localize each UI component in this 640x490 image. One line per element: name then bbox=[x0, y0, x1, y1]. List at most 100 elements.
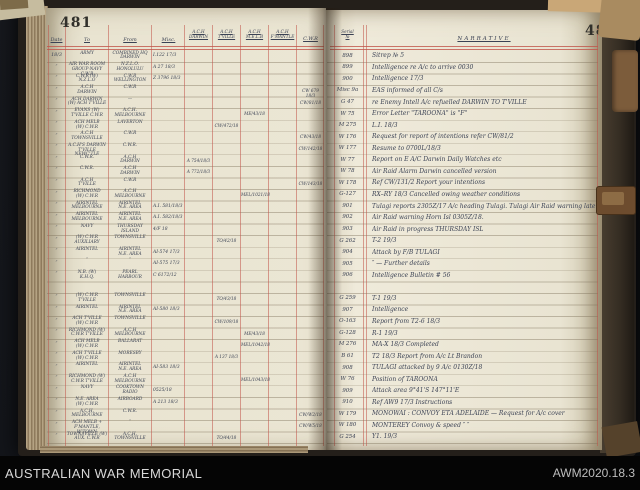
cell-from: AIRINTEL N.E. AREA bbox=[118, 212, 142, 222]
right-page bbox=[326, 10, 602, 450]
cell-date: ″ bbox=[55, 318, 58, 324]
cell-to: ACH T'VILLE (W) C.W.R bbox=[72, 350, 102, 361]
cell-date: ″ bbox=[55, 64, 58, 70]
page-gutter bbox=[308, 8, 342, 450]
cell-to: C.W.R. bbox=[79, 166, 95, 172]
cell-serial: 908 bbox=[342, 364, 353, 371]
cell-misc: A.I. 582/18/3 bbox=[153, 215, 183, 221]
cell-from: ″ bbox=[129, 258, 131, 264]
cell-to: A.C.H TOWNSVILLE bbox=[71, 131, 103, 142]
cell-from: BALLARAT bbox=[117, 339, 143, 345]
cell-narrative: T2 18/3 Report from A/c Lt Brandon bbox=[372, 352, 483, 360]
cell-ach-melb: MEL/1043/18 bbox=[241, 376, 270, 382]
cell-from: MORESBY bbox=[118, 350, 142, 356]
cell-serial: 902 bbox=[342, 214, 353, 221]
cell-from: A.C.H MELBOURNE bbox=[114, 327, 146, 338]
ledger-row: ″ ACH T'VILLE (W) C.W.R TOWNSVILLE CW/10… bbox=[0, 316, 640, 329]
cell-to: A.C.H. MELBOURNE bbox=[71, 408, 103, 419]
cell-to: (W) C.W.R T'VILLE bbox=[76, 293, 98, 303]
column-rule bbox=[363, 25, 364, 446]
col-header-ach-tville: A.C.H T'VILLE bbox=[217, 29, 236, 39]
cell-date: ″ bbox=[55, 272, 58, 278]
cell-narrative: L.I. 18/3 bbox=[372, 121, 398, 129]
cell-serial: 900 bbox=[342, 75, 353, 82]
cell-to: AIR WAR ROOM GROUP-NAVY C.W.R bbox=[69, 62, 105, 77]
ledger-row: ″ NAVY COOKTOWN RADIO 0525/18 909 Attack… bbox=[0, 385, 640, 398]
cell-serial: W 76 bbox=[340, 376, 355, 383]
cell-serial: G-128 bbox=[339, 329, 356, 336]
cell-from: TOWNSVILLE bbox=[114, 293, 146, 299]
cell-narrative: RX–RY 18/3 Cancelled owing weather condi… bbox=[372, 190, 521, 198]
ledger-row: ″ ACH T'VILLE (W) C.W.R MORESBY A 137 18… bbox=[0, 351, 640, 363]
cell-serial: 905 bbox=[342, 260, 353, 267]
cell-narrative: Intelligence bbox=[372, 306, 409, 314]
ledger-rows: 18/3 ARMY COMBINED HQ DARWIN I.122 17/3 … bbox=[0, 51, 640, 444]
cell-narrative: MA-X 18/3 Completed bbox=[372, 341, 439, 349]
cell-from: TOWNSVILLE bbox=[114, 235, 146, 241]
tape-right-edge bbox=[612, 50, 638, 112]
col-header-ach-darwin: A.C.H DARWIN bbox=[188, 29, 209, 39]
institution-label: AUSTRALIAN WAR MEMORIAL bbox=[5, 465, 203, 481]
cell-serial: O-163 bbox=[339, 318, 356, 325]
cell-narrative: re Enemy Intell A/c refuelled DARWIN TO … bbox=[372, 98, 527, 106]
ledger-row: ″ RICHMOND (W) C.W.R T'VILLE A.C.H MELBO… bbox=[0, 374, 640, 386]
ruled-lines-right bbox=[327, 62, 598, 446]
cell-to: RICHMOND (W) C.W.R T'VILLE bbox=[68, 327, 106, 338]
cell-from: A.C.H DARWIN bbox=[120, 154, 140, 165]
cell-date: ″ bbox=[55, 260, 58, 266]
col-header-ach-melb: A.C.H M.E.L.B bbox=[245, 29, 264, 39]
cell-serial: G 259 bbox=[339, 295, 356, 302]
cell-date: ″ bbox=[55, 191, 58, 197]
cell-ach-melb: ME/43/18 bbox=[244, 330, 265, 336]
cell-narrative: T-1 19/3 bbox=[372, 294, 397, 302]
cell-to: NAVY bbox=[80, 385, 94, 391]
cell-date: ″ bbox=[55, 156, 58, 162]
cell-narrative: Y1. 19/3 bbox=[372, 433, 398, 441]
cell-to: ACH MELB + F'MANTLE, W'TOWN bbox=[71, 420, 103, 435]
header-rule bbox=[330, 48, 598, 50]
cell-narrative: T-2 19/3 bbox=[372, 237, 397, 245]
torn-paper-bottom-right bbox=[601, 421, 640, 458]
cell-misc: A 213 18/3 bbox=[153, 399, 178, 405]
cell-narrative: Position of TAROONA bbox=[372, 375, 438, 383]
cell-to: ACH DARWIN (W) ACH T'VILLE bbox=[67, 96, 107, 107]
book-clasp bbox=[596, 186, 636, 215]
cell-to: C.W.R. bbox=[79, 154, 95, 160]
cell-ach-darwin: A 772/18/3 bbox=[186, 169, 211, 175]
cell-date: ″ bbox=[55, 168, 58, 174]
cell-narrative: Error Letter "TAROONA" is "F" bbox=[372, 110, 468, 118]
column-rule bbox=[597, 25, 598, 446]
cell-to: A.C.H'S DARWIN T'VILLE NEWC'TLE bbox=[68, 142, 106, 158]
column-rule bbox=[268, 25, 269, 446]
ledger-row: ″ N.E. AREA (W) C.W.R AIRBOARD A 213 18/… bbox=[0, 397, 640, 409]
cell-misc: A.I. 581/18/3 bbox=[153, 203, 183, 209]
cell-narrative: Resume to 0700L/18/3 bbox=[372, 144, 441, 152]
cell-narrative: R-1 19/3 bbox=[372, 329, 398, 337]
cell-serial: Misc 9a bbox=[336, 87, 359, 94]
cell-serial: W 176 bbox=[338, 133, 357, 140]
cell-serial: W 177 bbox=[338, 145, 357, 152]
cell-narrative: ″ — Further details bbox=[372, 260, 430, 268]
cell-date: ″ bbox=[55, 341, 58, 347]
cell-from: C.W.R. bbox=[122, 408, 138, 414]
cell-serial: G 262 bbox=[339, 237, 356, 244]
ruled-lines-left bbox=[47, 62, 324, 446]
cell-date: ″ bbox=[55, 237, 58, 243]
col-header-to: To bbox=[84, 37, 90, 43]
cell-serial: 910 bbox=[342, 399, 353, 406]
cell-date: ″ bbox=[55, 203, 58, 209]
cell-to: AIRINTEL bbox=[75, 362, 99, 368]
cell-to: TOWNSVILLE (W) AUX. C.W.R bbox=[66, 431, 108, 442]
cell-misc: AI-580 18/3 bbox=[153, 307, 180, 313]
ledger-row: ″ RICHMOND (W) C.W.R T'VILLE A.C.H MELBO… bbox=[0, 328, 640, 340]
cell-to: ″ bbox=[86, 258, 88, 264]
header-rule bbox=[47, 46, 324, 47]
ledger-row: ″ C.W.R (W) N.Z.L.O C.W.R WELLINGTON Z 3… bbox=[0, 74, 640, 86]
cell-misc: AI-574 17/3 bbox=[153, 249, 180, 255]
caption-bar: AUSTRALIAN WAR MEMORIAL AWM2020.18.3 bbox=[0, 456, 640, 490]
cell-from: ″ bbox=[129, 420, 131, 426]
cell-to: ACH MELB (W) C.W.R bbox=[74, 339, 100, 349]
ledger-row: ″ NAVY THURSDAY ISLAND 4/F 18 903 Air Ra… bbox=[0, 224, 640, 236]
column-rule bbox=[184, 25, 185, 446]
cell-misc: C 6172/12 bbox=[153, 272, 177, 278]
